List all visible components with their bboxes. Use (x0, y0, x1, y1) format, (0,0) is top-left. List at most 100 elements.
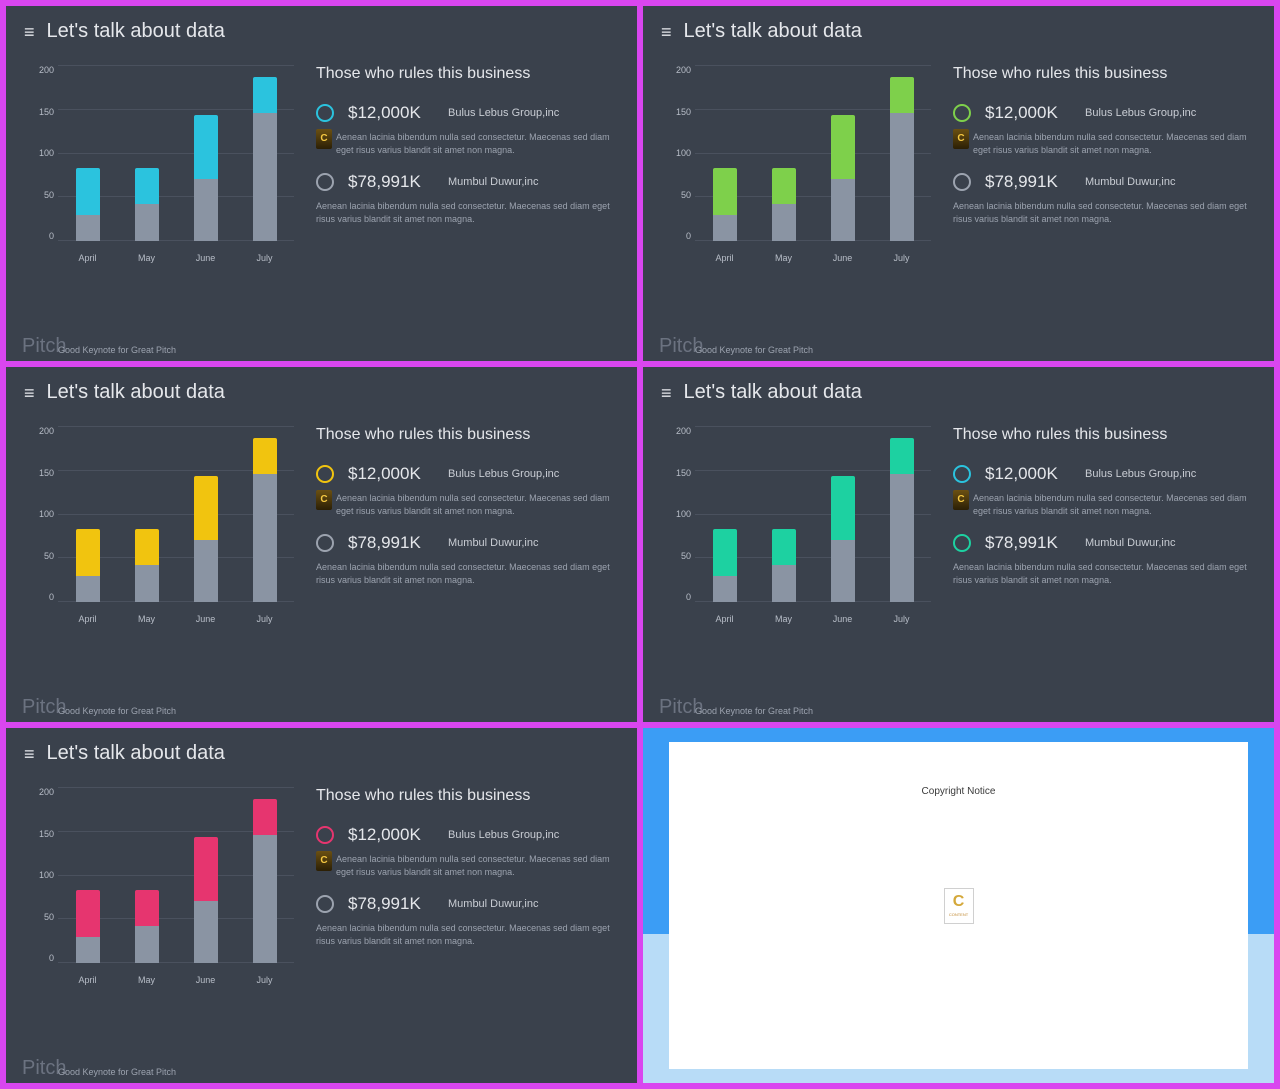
y-axis-tick: 0 (24, 953, 54, 963)
slide-title: Let's talk about data (684, 20, 862, 43)
x-axis-tick: April (76, 614, 100, 624)
stat-row: $78,991K Mumbul Duwur,inc (316, 172, 619, 192)
info-panel: Those who rules this business$12,000KBul… (316, 426, 619, 626)
circle-icon (953, 173, 971, 191)
x-axis-tick: May (772, 614, 796, 624)
stat-description: Aenean lacinia bibendum nulla sed consec… (316, 200, 619, 225)
menu-icon[interactable]: ≡ (661, 384, 672, 402)
y-axis-tick: 0 (661, 592, 691, 602)
footer-tagline: Good Keynote for Great Pitch (695, 706, 813, 716)
chart-panel: 200150100500AprilMayJuneJuly (24, 787, 294, 987)
info-panel: Those who rules this business$12,000KBul… (316, 787, 619, 987)
presentation-slide: ≡Let's talk about data200150100500AprilM… (6, 367, 637, 722)
y-axis-tick: 150 (24, 468, 54, 478)
stat-row: $78,991K Mumbul Duwur,inc (953, 533, 1256, 553)
menu-icon[interactable]: ≡ (24, 23, 35, 41)
stat-value: $78,991K (985, 533, 1071, 553)
stat-description: Aenean lacinia bibendum nulla sed consec… (953, 200, 1256, 225)
info-panel: Those who rules this business$12,000KBul… (953, 65, 1256, 265)
chart-bar (194, 115, 218, 241)
circle-icon (316, 173, 334, 191)
stat-value: $12,000K (985, 103, 1071, 123)
copyright-slide: Copyright NoticeCCONTENT (643, 728, 1274, 1083)
chart-panel: 200150100500AprilMayJuneJuly (661, 65, 931, 265)
x-axis-tick: April (76, 253, 100, 263)
x-axis-tick: June (831, 253, 855, 263)
y-axis-tick: 0 (24, 231, 54, 241)
y-axis-tick: 100 (24, 870, 54, 880)
menu-icon[interactable]: ≡ (24, 384, 35, 402)
circle-icon (953, 465, 971, 483)
content-badge-icon: C (316, 851, 332, 871)
content-badge-icon: C (316, 129, 332, 149)
y-axis-tick: 0 (24, 592, 54, 602)
y-axis-tick: 50 (661, 190, 691, 200)
stat-label: Mumbul Duwur,inc (448, 898, 538, 910)
logo-icon: CCONTENT (944, 888, 974, 924)
y-axis-tick: 200 (24, 65, 54, 75)
y-axis-tick: 100 (24, 148, 54, 158)
chart-bar (831, 115, 855, 241)
stat-value: $12,000K (348, 464, 434, 484)
y-axis-tick: 200 (661, 426, 691, 436)
menu-icon[interactable]: ≡ (24, 745, 35, 763)
stat-description: CAenean lacinia bibendum nulla sed conse… (953, 492, 1256, 517)
chart-bar (135, 890, 159, 963)
chart-bar (194, 476, 218, 602)
stat-row: $78,991KMumbul Duwur,inc (316, 894, 619, 914)
x-axis-tick: May (772, 253, 796, 263)
x-axis-tick: July (890, 614, 914, 624)
y-axis-tick: 150 (661, 107, 691, 117)
y-axis-tick: 50 (24, 190, 54, 200)
menu-icon[interactable]: ≡ (661, 23, 672, 41)
stat-description: CAenean lacinia bibendum nulla sed conse… (953, 131, 1256, 156)
stat-description: Aenean lacinia bibendum nulla sed consec… (953, 561, 1256, 586)
chart-bar (772, 168, 796, 241)
y-axis-tick: 200 (24, 426, 54, 436)
chart-panel: 200150100500AprilMayJuneJuly (24, 426, 294, 626)
stat-label: Mumbul Duwur,inc (1085, 537, 1175, 549)
stat-description: Aenean lacinia bibendum nulla sed consec… (316, 561, 619, 586)
y-axis-tick: 150 (661, 468, 691, 478)
stat-label: Bulus Lebus Group,inc (448, 107, 559, 119)
x-axis-tick: April (713, 253, 737, 263)
x-axis-tick: June (194, 253, 218, 263)
circle-icon (316, 534, 334, 552)
footer-brand: Pitch (659, 337, 693, 355)
footer-brand: Pitch (22, 337, 56, 355)
chart-bar (713, 168, 737, 241)
info-panel: Those who rules this business$12,000KBul… (316, 65, 619, 265)
presentation-slide: ≡Let's talk about data200150100500AprilM… (6, 728, 637, 1083)
y-axis-tick: 50 (24, 912, 54, 922)
stat-row: $12,000KBulus Lebus Group,inc (953, 103, 1256, 123)
stat-label: Bulus Lebus Group,inc (448, 468, 559, 480)
stat-value: $78,991K (348, 172, 434, 192)
chart-bar (253, 77, 277, 241)
chart-bar (253, 799, 277, 963)
circle-icon (953, 534, 971, 552)
chart-bar (76, 168, 100, 241)
slide-title: Let's talk about data (47, 742, 225, 765)
chart-bar (253, 438, 277, 602)
y-axis-tick: 100 (24, 509, 54, 519)
presentation-slide: ≡Let's talk about data200150100500AprilM… (6, 6, 637, 361)
y-axis-tick: 100 (661, 509, 691, 519)
x-axis-tick: June (194, 614, 218, 624)
stat-row: $12,000KBulus Lebus Group,inc (953, 464, 1256, 484)
x-axis-tick: May (135, 253, 159, 263)
x-axis-tick: April (713, 614, 737, 624)
info-panel: Those who rules this business$12,000KBul… (953, 426, 1256, 626)
x-axis-tick: April (76, 975, 100, 985)
stat-description: Aenean lacinia bibendum nulla sed consec… (316, 922, 619, 947)
chart-bar (135, 529, 159, 602)
circle-icon (316, 826, 334, 844)
chart-bar (890, 438, 914, 602)
stat-value: $12,000K (985, 464, 1071, 484)
stat-value: $12,000K (348, 103, 434, 123)
footer-tagline: Good Keynote for Great Pitch (58, 1067, 176, 1077)
stat-label: Mumbul Duwur,inc (448, 176, 538, 188)
x-axis-tick: July (253, 253, 277, 263)
footer-tagline: Good Keynote for Great Pitch (695, 345, 813, 355)
slide-title: Let's talk about data (47, 381, 225, 404)
stat-value: $78,991K (348, 533, 434, 553)
